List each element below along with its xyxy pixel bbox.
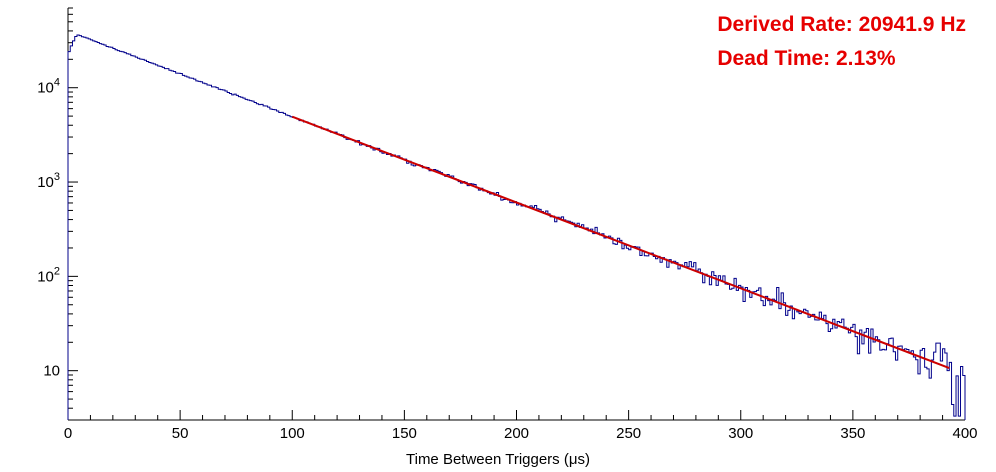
exponential-fit-line bbox=[291, 115, 950, 369]
dead-time-annotation: Dead Time: 2.13% bbox=[717, 47, 896, 70]
y-tick-label: 104 bbox=[37, 77, 60, 97]
x-tick-label: 100 bbox=[280, 425, 305, 442]
y-tick-label: 10 bbox=[43, 363, 60, 380]
y-tick-label: 103 bbox=[37, 171, 60, 191]
x-tick-label: 200 bbox=[504, 425, 529, 442]
derived-rate-annotation: Derived Rate: 20941.9 Hz bbox=[717, 13, 966, 36]
x-tick-label: 150 bbox=[392, 425, 417, 442]
histogram-step-line bbox=[67, 34, 966, 420]
x-tick-label: 350 bbox=[840, 425, 865, 442]
x-tick-label: 400 bbox=[952, 425, 977, 442]
x-tick-label: 250 bbox=[616, 425, 641, 442]
x-tick-label: 300 bbox=[728, 425, 753, 442]
x-tick-label: 0 bbox=[64, 425, 72, 442]
y-tick-label: 102 bbox=[37, 265, 60, 285]
x-axis-title: Time Between Triggers (μs) bbox=[406, 451, 590, 468]
annotations-block: Derived Rate: 20941.9 Hz Dead Time: 2.13… bbox=[717, 8, 966, 76]
x-tick-label: 50 bbox=[172, 425, 189, 442]
